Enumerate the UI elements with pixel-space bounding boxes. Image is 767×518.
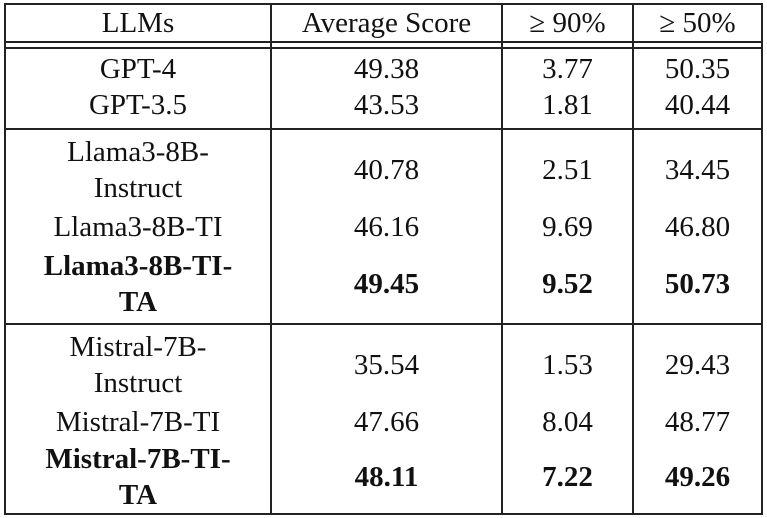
ge-90-cell: 3.77 — [542, 53, 593, 85]
rule-right — [761, 3, 763, 515]
average-score-cell: 48.11 — [354, 461, 419, 493]
model-name-line: Mistral-7B-TI- — [45, 443, 231, 475]
rule-group-2-bottom — [4, 323, 763, 325]
header-llms: LLMs — [101, 7, 175, 39]
ge-90-cell: 1.81 — [542, 89, 593, 121]
ge-50-cell: 29.43 — [664, 349, 731, 381]
model-name-line: Instruct — [93, 172, 183, 204]
model-name-line: Llama3-8B- — [67, 136, 209, 168]
results-table: LLMs Average Score ≥ 90% ≥ 50% GPT-4 49.3… — [4, 3, 763, 515]
model-name: Mistral-7B- Instruct — [70, 329, 207, 401]
ge-50-cell: 49.26 — [664, 461, 731, 493]
average-score-cell: 46.16 — [353, 211, 420, 243]
ge-90-cell: 2.51 — [542, 154, 593, 186]
model-cell: Llama3-8B-TI- TA — [6, 245, 270, 323]
rule-group-1-bottom — [4, 128, 763, 130]
rule-header-bottom-2 — [4, 47, 763, 49]
rule-header-bottom-1 — [4, 41, 763, 43]
ge-50-cell: 46.80 — [664, 211, 731, 243]
ge-50-cell: 34.45 — [664, 154, 731, 186]
ge-90-cell: 8.04 — [542, 406, 593, 438]
ge-90-cell: 1.53 — [542, 349, 593, 381]
average-score-cell: 43.53 — [353, 89, 420, 121]
rule-left — [4, 3, 6, 515]
rule-col-1 — [270, 3, 272, 515]
ge-90-cell: 7.22 — [542, 461, 593, 493]
model-cell: GPT-3.5 — [88, 89, 188, 121]
model-cell: GPT-4 — [99, 53, 177, 85]
model-name: Llama3-8B- Instruct — [67, 134, 209, 206]
model-name-line: Llama3-8B-TI- — [43, 250, 233, 282]
model-cell: Llama3-8B- Instruct — [6, 131, 270, 209]
average-score-cell: 40.78 — [353, 154, 420, 186]
average-score-cell: 49.38 — [353, 53, 420, 85]
ge-50-cell: 50.35 — [664, 53, 731, 85]
rule-col-3 — [632, 3, 634, 515]
average-score-cell: 49.45 — [353, 268, 420, 300]
ge-50-cell: 48.77 — [664, 406, 731, 438]
model-cell: Mistral-7B- Instruct — [6, 326, 270, 404]
model-name-line: Mistral-7B- — [69, 331, 207, 363]
model-cell: Mistral-7B-TI- TA — [6, 440, 270, 514]
average-score-cell: 47.66 — [353, 406, 420, 438]
model-name-line: TA — [118, 286, 158, 318]
model-name: Llama3-8B-TI- TA — [44, 248, 233, 320]
ge-50-cell: 50.73 — [664, 268, 731, 300]
model-name-line: TA — [118, 479, 158, 511]
model-cell: Mistral-7B-TI — [55, 406, 221, 438]
average-score-cell: 35.54 — [353, 349, 420, 381]
rule-top — [4, 3, 763, 5]
model-cell: Llama3-8B-TI — [53, 211, 223, 243]
rule-col-2 — [501, 3, 503, 515]
rule-bottom — [4, 513, 763, 515]
header-ge-90: ≥ 90% — [529, 7, 606, 39]
ge-90-cell: 9.69 — [542, 211, 593, 243]
header-average-score: Average Score — [301, 7, 472, 39]
ge-50-cell: 40.44 — [664, 89, 731, 121]
ge-90-cell: 9.52 — [542, 268, 593, 300]
model-name-line: Instruct — [93, 367, 183, 399]
model-name: Mistral-7B-TI- TA — [45, 441, 230, 513]
header-ge-50: ≥ 50% — [659, 7, 736, 39]
